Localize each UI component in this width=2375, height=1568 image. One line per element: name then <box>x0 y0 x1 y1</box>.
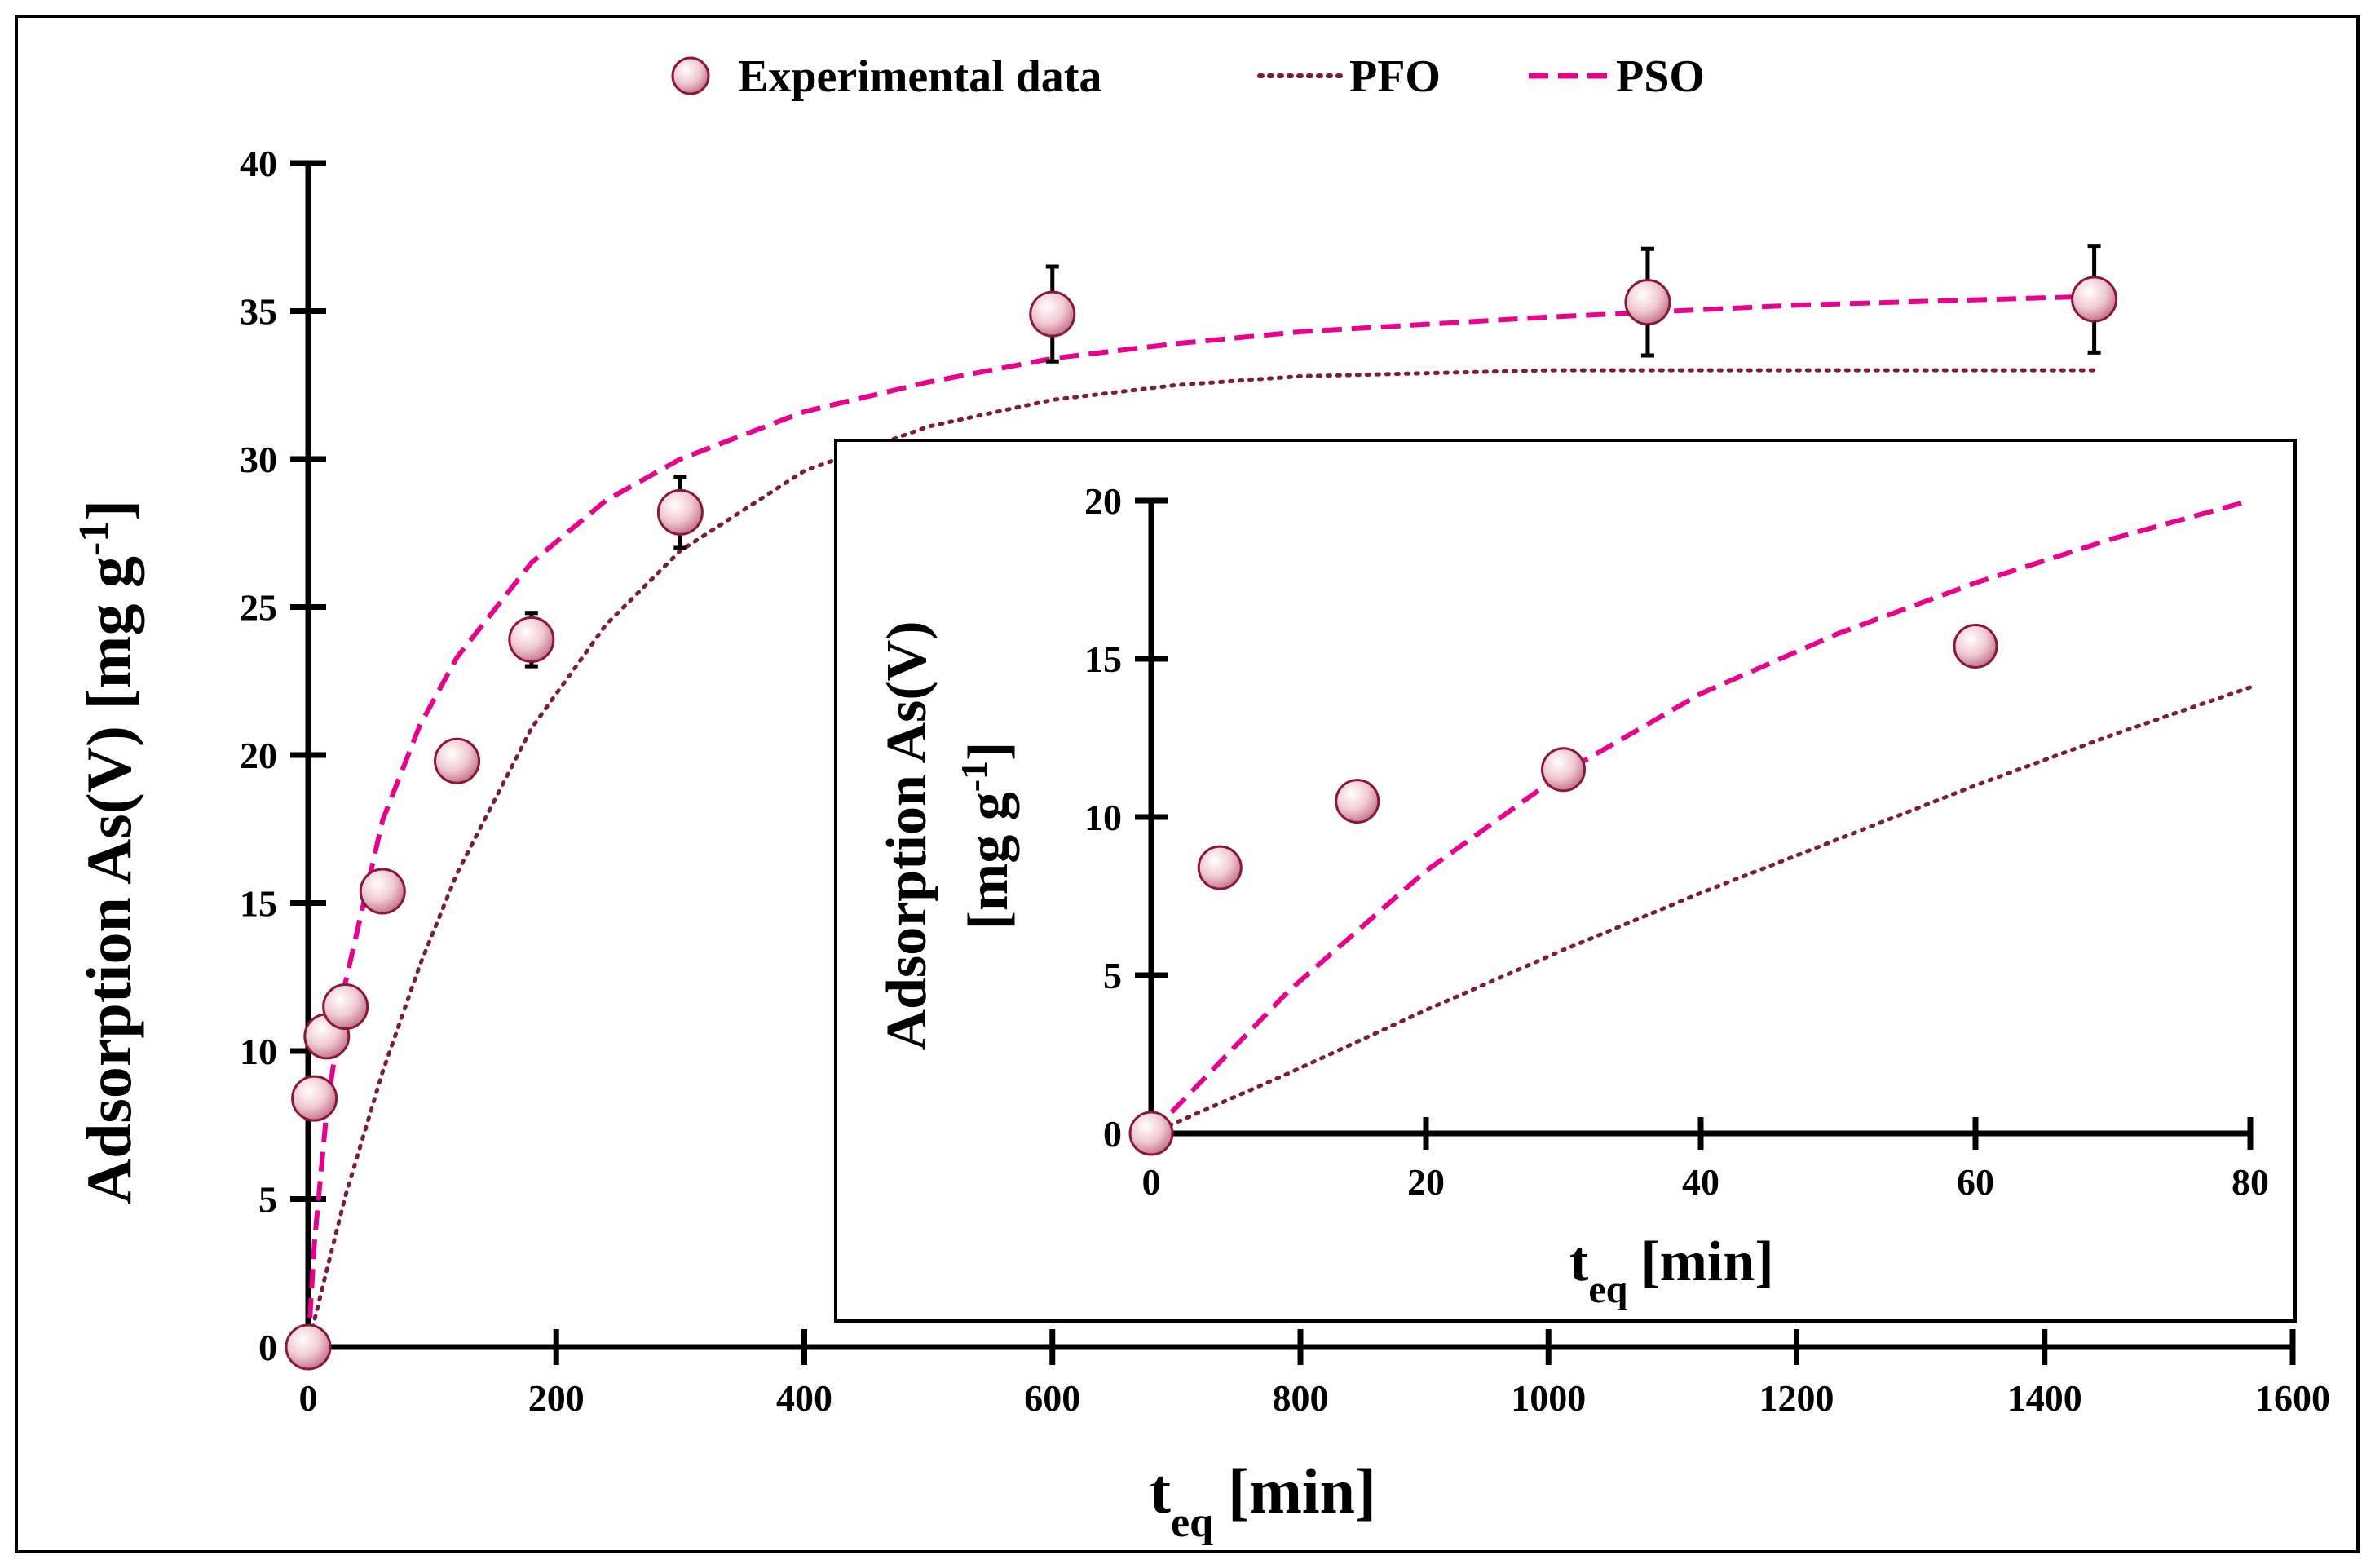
inset-pso-line <box>1149 498 2251 1136</box>
inset-y-tick-label: 20 <box>1084 480 1122 522</box>
main-data-point <box>291 1075 338 1122</box>
inset-data-point <box>1197 845 1243 890</box>
main-data-point <box>508 616 555 663</box>
legend-experimental-marker <box>671 56 710 95</box>
main-y-tick-label: 20 <box>240 735 277 776</box>
inset-data-point <box>1335 779 1380 824</box>
main-x-tick-label: 1000 <box>1511 1377 1586 1419</box>
main-x-tick-label: 1400 <box>2007 1377 2082 1419</box>
main-x-axis-title: teq [min] <box>1150 1455 1376 1546</box>
main-y-tick-label: 0 <box>258 1327 277 1368</box>
inset-y-axis-title-line2: [mg g-1] <box>953 742 1021 930</box>
main-data-point <box>322 983 369 1031</box>
main-y-tick-label: 30 <box>240 439 277 480</box>
main-y-tick-label: 25 <box>240 587 277 629</box>
main-pso-line <box>306 294 2095 1348</box>
inset-data-point <box>1128 1111 1174 1156</box>
inset-pfo-line <box>1149 685 2253 1136</box>
main-x-tick-label: 400 <box>776 1377 832 1419</box>
main-x-tick-label: 1200 <box>1759 1377 1834 1419</box>
inset-y-tick-label: 5 <box>1103 955 1122 996</box>
legend-pso-label: PSO <box>1616 51 1705 102</box>
legend-experimental-label: Experimental data <box>738 51 1101 102</box>
inset-data-point <box>1953 623 1998 669</box>
main-x-tick-label: 0 <box>299 1377 318 1419</box>
main-data-point <box>1624 279 1671 326</box>
main-y-axis-title: Adsorption As(V) [mg g-1] <box>71 500 145 1205</box>
main-x-tick-label: 800 <box>1273 1377 1329 1419</box>
inset-x-tick-label: 80 <box>2232 1161 2269 1203</box>
main-data-point <box>359 868 406 915</box>
inset-y-axis-title-line1: Adsorption As(V) <box>876 621 938 1050</box>
main-data-point <box>2071 276 2118 323</box>
inset-x-tick-label: 0 <box>1142 1161 1161 1203</box>
main-data-point <box>1029 290 1076 338</box>
legend-pfo-label: PFO <box>1349 51 1441 102</box>
main-pfo-line <box>306 368 2097 1349</box>
main-data-point <box>656 488 704 536</box>
inset-frame <box>834 439 2297 1323</box>
inset-y-tick-label: 0 <box>1103 1113 1122 1155</box>
legend: Experimental data PFO PSO <box>671 51 1705 102</box>
main-data-point <box>434 737 481 784</box>
main-x-tick-label: 1600 <box>2255 1377 2330 1419</box>
main-x-tick-label: 200 <box>528 1377 585 1419</box>
main-y-tick-label: 10 <box>240 1031 277 1072</box>
inset-y-tick-label: 15 <box>1084 638 1122 680</box>
inset-x-tick-label: 20 <box>1407 1161 1445 1203</box>
inset-y-tick-label: 10 <box>1084 797 1122 838</box>
main-y-tick-label: 5 <box>258 1179 277 1221</box>
main-chart: 0 200 400 600 800 1000 1200 1400 160005101520253… <box>240 143 2330 1419</box>
main-y-tick-label: 35 <box>240 291 277 333</box>
inset-x-tick-label: 40 <box>1682 1161 1719 1203</box>
main-data-point <box>285 1323 332 1371</box>
inset-x-axis-title: teq [min] <box>1569 1230 1774 1311</box>
main-y-tick-label: 15 <box>240 883 277 925</box>
inset-chart: 0 20 40 60 80 0 5 10 15 20 <box>1084 480 2269 1203</box>
main-x-tick-label: 600 <box>1024 1377 1080 1419</box>
main-y-tick-label: 40 <box>240 143 277 184</box>
inset-x-tick-label: 60 <box>1957 1161 1994 1203</box>
inset-data-point <box>1541 747 1586 793</box>
